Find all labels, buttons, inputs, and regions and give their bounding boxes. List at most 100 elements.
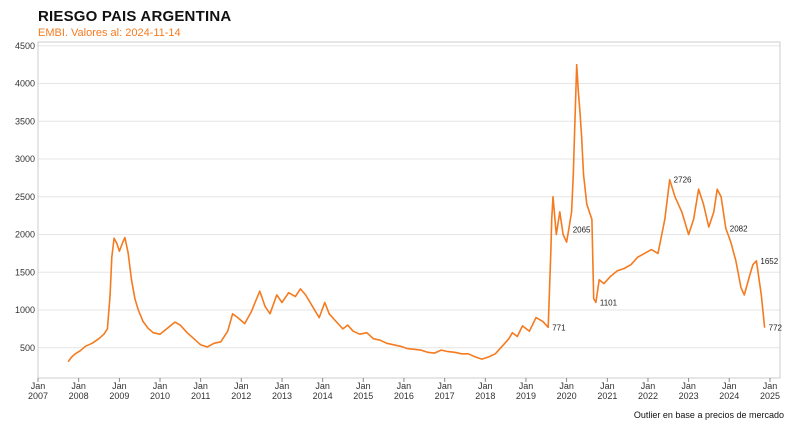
data-point [324,301,326,304]
data-point [716,188,718,190]
data-point [740,286,742,288]
data-point [259,290,261,292]
data-point [650,249,653,251]
data-point [244,323,246,325]
annotation-label: 772 [769,323,783,332]
data-point [743,294,745,296]
data-point [669,179,671,181]
annotation-label: 2726 [674,176,692,185]
data-point [568,229,570,231]
data-point [152,332,154,334]
data-point [213,342,215,344]
data-point [186,332,188,334]
data-point [159,333,161,335]
data-point [586,203,588,205]
data-point [616,270,618,272]
y-tick-label: 3500 [15,116,35,126]
data-point [572,173,574,175]
data-point [294,295,296,298]
data-point [174,321,176,323]
data-point [137,309,139,311]
x-tick-label: Jan [722,381,737,391]
data-point [393,344,395,346]
data-point [113,237,115,239]
data-point [200,344,202,346]
data-point [287,292,290,294]
data-point [134,298,136,300]
data-point [227,330,229,332]
data-point [595,301,597,304]
data-point [581,135,583,137]
data-point [760,294,762,296]
series-line [67,63,766,362]
data-point [165,328,168,330]
data-point [610,275,612,277]
data-point [474,356,476,358]
annotation-label: 2065 [573,226,591,235]
data-point [528,330,531,332]
data-point [74,353,76,355]
x-tick-label: 2013 [272,391,292,401]
data-point [752,264,754,266]
data-point [103,333,105,335]
data-point [359,333,361,335]
annotation-label: 1101 [600,298,618,307]
data-point [735,260,737,262]
data-point [593,298,595,300]
y-tick-label: 500 [20,343,35,353]
data-point [379,339,381,341]
x-tick-label: 2021 [597,391,617,401]
data-point [693,218,695,221]
data-point [352,330,354,332]
data-point [552,196,554,198]
x-tick-label: Jan [397,381,412,391]
x-tick-label: 2017 [435,391,455,401]
data-point [220,341,222,343]
data-point [565,241,568,243]
data-point [708,226,710,228]
series-layer [67,63,766,362]
data-point [501,345,503,347]
x-tick-label: 2019 [516,391,536,401]
data-point [508,338,510,340]
x-tick-label: Jan [193,381,208,391]
data-point [488,356,490,358]
data-point [232,313,234,315]
data-point [440,349,442,351]
x-tick-label: 2015 [353,391,373,401]
data-point [127,252,129,254]
x-tick-label: Jan [559,381,574,391]
x-tick-label: Jan [234,381,249,391]
y-tick-label: 4500 [15,41,35,51]
data-point [713,211,715,213]
data-point [79,350,81,352]
data-point [681,211,683,213]
data-point [299,288,301,290]
data-point [124,236,126,239]
axis-layer: 50010001500200025003000350040004500Jan20… [15,41,781,401]
annotation-label: 771 [552,323,566,332]
data-point [91,342,93,344]
data-point [481,358,483,360]
x-tick-label: Jan [356,381,371,391]
data-point [643,252,646,255]
data-point [702,203,705,205]
data-point [511,332,513,334]
data-point [179,324,181,326]
x-tick-label: Jan [112,381,127,391]
x-tick-label: 2020 [557,391,577,401]
data-point [427,351,429,353]
data-point [582,173,585,175]
data-point [67,360,69,362]
x-tick-label: 2018 [475,391,495,401]
x-tick-label: Jan [71,381,86,391]
chart-title: RIESGO PAIS ARGENTINA [38,8,232,25]
x-tick-label: Jan [600,381,615,391]
x-tick-label: Jan [519,381,534,391]
data-point [84,345,86,347]
x-tick-label: 2008 [69,391,89,401]
data-point [630,264,632,266]
data-point [574,105,576,107]
data-point [657,252,659,255]
